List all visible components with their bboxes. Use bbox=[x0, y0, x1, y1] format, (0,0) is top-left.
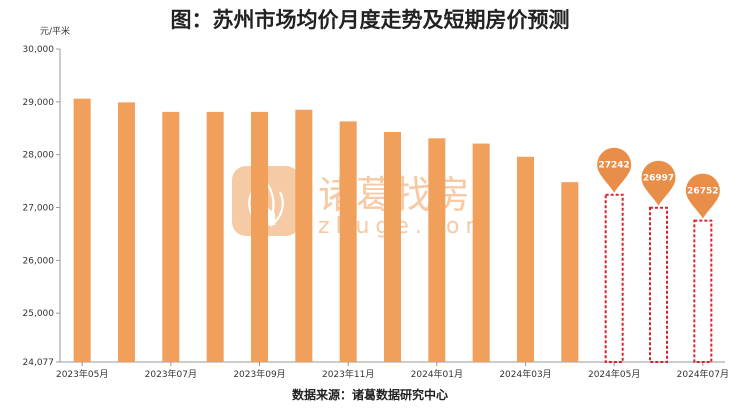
y-tick-label: 25,000 bbox=[23, 309, 55, 319]
y-tick-label: 24,077 bbox=[23, 358, 55, 368]
bar bbox=[295, 109, 313, 362]
bar bbox=[428, 138, 446, 362]
forecast-pin-marker bbox=[641, 160, 676, 206]
y-tick-label: 28,000 bbox=[23, 151, 55, 161]
bar bbox=[339, 121, 357, 362]
bar bbox=[517, 156, 534, 362]
x-tick-label: 2023年07月 bbox=[145, 368, 197, 380]
y-tick-label: 29,000 bbox=[23, 98, 55, 108]
y-tick-label: 27,000 bbox=[23, 204, 55, 214]
forecast-bar bbox=[693, 219, 713, 363]
x-tick-label: 2023年05月 bbox=[56, 368, 108, 380]
forecast-group: 27242 26997 26752 bbox=[597, 147, 720, 363]
chart-title: 图：苏州市场均价月度走势及短期房价预测 bbox=[170, 8, 570, 32]
bar bbox=[206, 111, 224, 362]
bar bbox=[162, 111, 180, 362]
bar bbox=[472, 143, 490, 362]
x-tick-label: 2023年11月 bbox=[322, 368, 374, 380]
x-tick-label: 2024年01月 bbox=[411, 368, 463, 380]
x-tick-label: 2023年09月 bbox=[233, 368, 285, 380]
bar bbox=[384, 131, 401, 362]
bar bbox=[73, 98, 91, 363]
bar bbox=[251, 111, 268, 362]
forecast-value-label: 27242 bbox=[599, 161, 630, 171]
bar bbox=[561, 182, 579, 362]
x-tick-label: 2024年03月 bbox=[499, 368, 551, 380]
forecast-value-label: 26997 bbox=[643, 174, 674, 184]
forecast-pin-marker bbox=[685, 173, 720, 219]
bars bbox=[73, 98, 579, 363]
x-tick-label: 2024年05月 bbox=[588, 368, 640, 380]
data-source-note: 数据来源：诸葛数据研究中心 bbox=[291, 388, 448, 402]
forecast-bar bbox=[604, 193, 624, 363]
y-axis-unit: 元/平米 bbox=[40, 25, 70, 37]
bar bbox=[118, 102, 135, 362]
forecast-value-label: 26752 bbox=[687, 187, 718, 197]
x-tick-label: 2024年07月 bbox=[677, 368, 729, 380]
y-tick-label: 26,000 bbox=[23, 256, 55, 266]
watermark: 诸葛找房 zhuge.com bbox=[232, 166, 487, 239]
forecast-bar bbox=[649, 206, 668, 363]
y-tick-label: 30,000 bbox=[23, 45, 55, 55]
forecast-pin-marker bbox=[597, 147, 632, 193]
